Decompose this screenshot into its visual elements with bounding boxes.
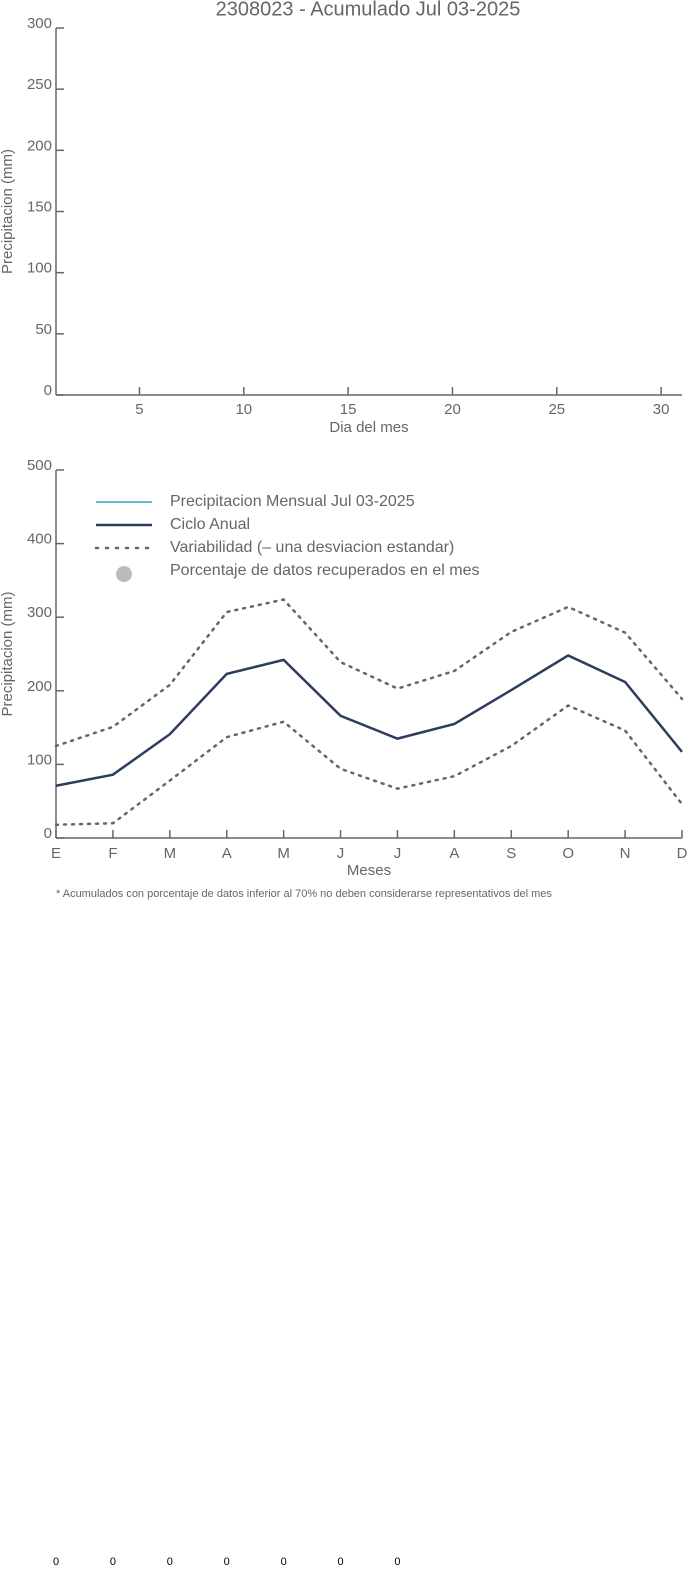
percent-label: 0 bbox=[224, 1556, 230, 1568]
y-tick-label: 200 bbox=[27, 137, 52, 154]
y-tick-label: 100 bbox=[27, 751, 52, 768]
x-tick-label: J bbox=[337, 845, 345, 862]
y-tick-label: 150 bbox=[27, 198, 52, 215]
footnote: * Acumulados con porcentaje de datos inf… bbox=[56, 888, 552, 900]
x-tick-label: 20 bbox=[444, 401, 461, 418]
legend-swatch bbox=[116, 566, 132, 582]
x-tick-label: M bbox=[277, 845, 290, 862]
percent-label: 0 bbox=[110, 1556, 116, 1568]
percent-label: 0 bbox=[337, 1556, 343, 1568]
y-tick-label: 100 bbox=[27, 260, 52, 277]
y-tick-label: 300 bbox=[27, 15, 52, 32]
y-axis-label: Precipitacion (mm) bbox=[0, 149, 16, 274]
series-line bbox=[55, 654, 683, 787]
percent-label: 0 bbox=[281, 1556, 287, 1568]
x-tick-label: E bbox=[51, 845, 61, 862]
y-tick-label: 0 bbox=[44, 825, 52, 842]
y-tick-label: 0 bbox=[44, 382, 52, 399]
x-tick-label: D bbox=[677, 845, 688, 862]
x-axis-label: Dia del mes bbox=[329, 419, 408, 436]
y-tick-label: 500 bbox=[27, 457, 52, 474]
y-tick-label: 200 bbox=[27, 678, 52, 695]
chart-title: 2308023 - Acumulado Jul 03-2025 bbox=[216, 0, 521, 20]
y-tick-label: 400 bbox=[27, 531, 52, 548]
legend-label: Ciclo Anual bbox=[170, 516, 250, 533]
x-tick-label: 25 bbox=[548, 401, 565, 418]
x-tick-label: S bbox=[506, 845, 516, 862]
y-tick-label: 50 bbox=[35, 321, 52, 338]
y-tick-label: 300 bbox=[27, 604, 52, 621]
legend-label: Porcentaje de datos recuperados en el me… bbox=[170, 562, 480, 579]
y-tick-label: 250 bbox=[27, 76, 52, 93]
x-tick-label: 10 bbox=[235, 401, 252, 418]
variability-upper bbox=[54, 598, 684, 748]
percent-label: 0 bbox=[394, 1556, 400, 1568]
percent-label: 0 bbox=[53, 1556, 59, 1568]
legend-label: Precipitacion Mensual Jul 03-2025 bbox=[170, 493, 415, 510]
percent-label: 0 bbox=[167, 1556, 173, 1568]
x-tick-label: F bbox=[108, 845, 117, 862]
x-tick-label: 15 bbox=[340, 401, 357, 418]
x-tick-label: N bbox=[620, 845, 631, 862]
x-tick-label: M bbox=[164, 845, 177, 862]
x-tick-label: A bbox=[222, 845, 232, 862]
x-axis-label: Meses bbox=[347, 862, 391, 879]
x-tick-label: 5 bbox=[135, 401, 143, 418]
x-tick-label: A bbox=[449, 845, 459, 862]
legend-label: Variabilidad (– una desviacion estandar) bbox=[170, 539, 454, 556]
y-axis-label: Precipitacion (mm) bbox=[0, 591, 16, 716]
x-tick-label: J bbox=[394, 845, 402, 862]
x-tick-label: 30 bbox=[653, 401, 670, 418]
variability-lower bbox=[54, 704, 684, 827]
x-tick-label: O bbox=[562, 845, 574, 862]
